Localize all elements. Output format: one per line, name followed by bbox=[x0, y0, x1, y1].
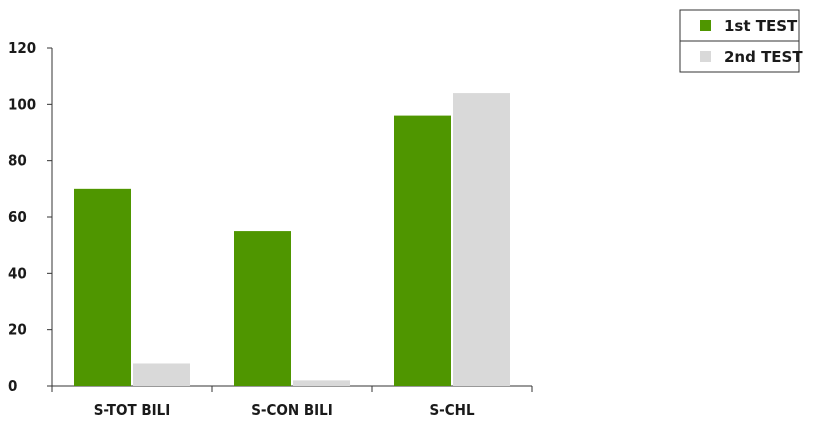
bar-1-1 bbox=[74, 188, 131, 386]
bar-1-2 bbox=[234, 231, 291, 386]
x-axis: S-TOT BILI S-CON BILI S-CHL bbox=[51, 385, 533, 419]
bar-1-3 bbox=[394, 115, 451, 386]
y-tick-label: 120 bbox=[8, 39, 36, 57]
y-tick-label: 40 bbox=[8, 264, 27, 282]
bar-2-2 bbox=[293, 380, 350, 386]
legend: 1st TEST 2nd TEST bbox=[679, 9, 803, 73]
y-axis: 0 20 40 60 80 100 120 bbox=[8, 39, 53, 395]
x-tick-label: S-CON BILI bbox=[251, 401, 333, 419]
y-tick-label: 60 bbox=[8, 208, 27, 226]
legend-label: 2nd TEST bbox=[724, 48, 803, 66]
bars bbox=[74, 93, 510, 387]
legend-swatch bbox=[700, 20, 711, 31]
bar-2-3 bbox=[453, 93, 510, 387]
y-tick-label: 80 bbox=[8, 152, 27, 170]
x-tick-label: S-CHL bbox=[429, 401, 475, 419]
bar-2-1 bbox=[133, 363, 190, 386]
y-tick-label: 100 bbox=[8, 95, 36, 113]
y-tick-label: 20 bbox=[8, 321, 27, 339]
legend-label: 1st TEST bbox=[724, 17, 798, 35]
x-tick-label: S-TOT BILI bbox=[94, 401, 171, 419]
y-tick-label: 0 bbox=[8, 377, 17, 395]
legend-swatch bbox=[700, 51, 711, 62]
